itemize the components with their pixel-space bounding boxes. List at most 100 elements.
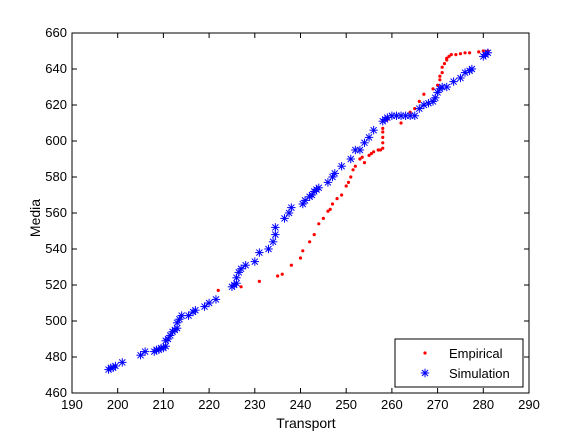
- empirical-point: [257, 279, 261, 283]
- x-axis-label: Transport: [276, 415, 336, 431]
- simulation-point: [449, 77, 458, 86]
- x-tick-label: 250: [335, 397, 357, 412]
- empirical-point: [399, 121, 403, 125]
- empirical-point: [440, 65, 444, 69]
- simulation-point: [467, 64, 477, 74]
- empirical-point: [340, 193, 344, 197]
- empirical-point: [438, 78, 442, 82]
- simulation-point: [118, 358, 127, 367]
- legend-label-empirical: Empirical: [449, 346, 503, 361]
- y-tick-label: 520: [45, 277, 67, 292]
- series-simulation: [104, 48, 493, 374]
- simulation-point: [364, 133, 374, 142]
- y-tick-label: 600: [45, 133, 67, 148]
- simulation-point: [271, 223, 280, 232]
- empirical-point: [351, 168, 355, 172]
- empirical-point: [360, 155, 364, 159]
- simulation-point: [328, 172, 337, 182]
- empirical-point: [447, 54, 451, 59]
- simulation-point: [442, 82, 451, 92]
- empirical-point: [372, 150, 376, 154]
- empirical-point: [376, 148, 380, 152]
- empirical-point: [467, 51, 472, 55]
- simulation-point: [161, 342, 170, 351]
- simulation-point: [369, 126, 378, 135]
- simulation-point: [415, 104, 424, 113]
- empirical-point: [358, 157, 362, 161]
- empirical-point: [276, 274, 280, 278]
- empirical-point: [328, 207, 332, 211]
- empirical-point: [349, 175, 353, 179]
- empirical-point: [369, 152, 373, 156]
- empirical-point: [381, 130, 385, 134]
- x-tick-label: 280: [472, 397, 494, 412]
- simulation-point: [337, 162, 346, 171]
- empirical-point: [289, 263, 293, 267]
- empirical-point: [445, 56, 449, 60]
- simulation-point: [483, 48, 493, 57]
- empirical-point: [381, 146, 385, 150]
- x-tick-label: 200: [107, 397, 129, 412]
- empirical-point: [477, 50, 481, 54]
- plot-frame: [71, 32, 530, 394]
- x-tick-label: 210: [153, 397, 175, 412]
- y-tick-label: 500: [45, 313, 67, 328]
- x-tick-label: 290: [518, 397, 540, 412]
- empirical-point: [321, 216, 325, 220]
- empirical-point: [431, 87, 435, 91]
- empirical-point: [381, 135, 385, 139]
- x-tick-label: 190: [61, 397, 83, 412]
- simulation-point: [346, 154, 355, 164]
- empirical-point: [463, 51, 467, 55]
- legend-marker-empirical: [423, 351, 427, 355]
- empirical-point: [301, 249, 305, 253]
- empirical-point: [440, 71, 444, 75]
- empirical-point: [239, 285, 243, 289]
- empirical-point: [308, 240, 312, 244]
- simulation-point: [355, 145, 365, 155]
- empirical-point: [326, 209, 330, 213]
- empirical-point: [413, 107, 417, 111]
- legend-marker-simulation: [420, 368, 430, 378]
- simulation-point: [264, 244, 273, 254]
- y-axis-label: Media: [27, 199, 43, 237]
- series-empirical: [216, 49, 490, 292]
- empirical-point: [298, 256, 303, 260]
- empirical-point: [378, 148, 383, 152]
- simulation-point: [184, 311, 193, 320]
- simulation-point: [287, 203, 296, 212]
- empirical-point: [422, 92, 426, 96]
- empirical-point: [438, 74, 442, 78]
- empirical-point: [381, 141, 385, 145]
- simulation-point: [236, 264, 246, 273]
- empirical-point: [317, 222, 321, 226]
- y-tick-label: 640: [45, 61, 67, 76]
- empirical-point: [362, 161, 367, 165]
- simulation-point: [204, 298, 214, 308]
- empirical-point: [346, 180, 351, 184]
- y-tick-label: 460: [45, 385, 67, 400]
- simulation-point: [200, 302, 209, 311]
- x-axis-ticks: 190 200 210 220 230 240 250 260 270 280 290: [61, 33, 540, 412]
- empirical-point: [454, 53, 458, 57]
- y-tick-label: 660: [45, 25, 67, 40]
- simulation-point: [191, 306, 200, 315]
- empirical-point: [442, 62, 447, 66]
- empirical-point: [367, 153, 371, 157]
- simulation-point: [136, 351, 145, 360]
- x-tick-label: 240: [290, 397, 312, 412]
- y-tick-label: 480: [45, 349, 67, 364]
- simulation-point: [211, 295, 221, 304]
- y-axis-ticks: 460 480 500 520 540 560 580 600 620 640 660: [45, 25, 529, 400]
- empirical-point: [312, 233, 316, 237]
- x-tick-label: 260: [381, 397, 403, 412]
- x-tick-label: 270: [427, 397, 449, 412]
- x-tick-label: 230: [244, 397, 266, 412]
- legend: Empirical Simulation: [394, 338, 524, 388]
- simulation-point: [255, 248, 264, 257]
- empirical-point: [216, 288, 220, 292]
- simulation-point: [250, 257, 259, 266]
- empirical-point: [381, 126, 385, 130]
- simulation-point: [300, 196, 310, 205]
